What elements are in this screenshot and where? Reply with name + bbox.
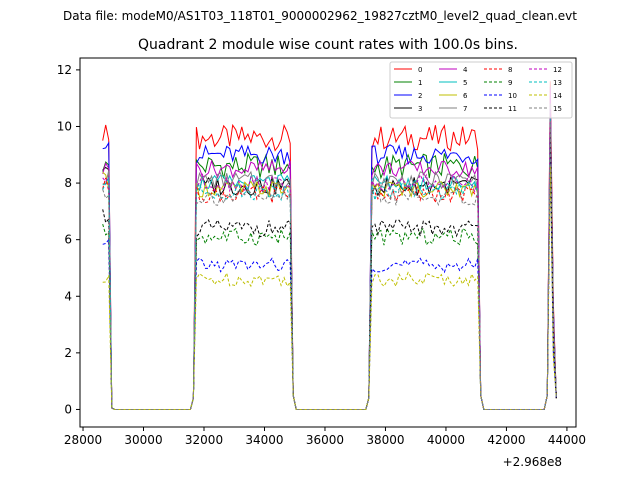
legend-label: 11 [508,105,517,113]
x-tick-label: 30000 [124,433,162,447]
legend-label: 0 [418,66,422,74]
plot-frame [79,57,577,428]
legend-label: 2 [418,92,422,100]
chart-suptitle: Data file: modeM0/AS1T03_118T01_90000029… [63,9,577,23]
y-tick-label: 10 [57,119,72,133]
y-axis: 0 2 4 6 8 10 12 [57,63,80,416]
x-tick-label: 44000 [548,433,586,447]
y-tick-label: 6 [64,233,72,247]
legend-label: 7 [463,105,467,113]
y-tick-label: 12 [57,63,72,77]
legend-box [389,61,573,119]
legend-label: 14 [553,92,562,100]
x-tick-label: 34000 [245,433,283,447]
x-tick-label: 42000 [487,433,525,447]
legend-label: 6 [463,92,468,100]
y-tick-label: 8 [64,176,72,190]
legend-label: 12 [553,66,562,74]
legend-label: 1 [418,79,422,87]
x-tick-label: 32000 [185,433,223,447]
x-offset-label: +2.968e8 [503,455,562,469]
legend-label: 4 [463,66,468,74]
y-tick-label: 4 [64,289,72,303]
x-tick-label: 28000 [64,433,102,447]
series-layer [102,81,557,410]
x-tick-label: 40000 [427,433,465,447]
legend-label: 15 [553,105,562,113]
series-line-15 [102,120,557,410]
legend-label: 9 [508,79,512,87]
legend-label: 13 [553,79,562,87]
y-tick-label: 0 [64,402,72,416]
legend-label: 8 [508,66,512,74]
chart-title: Quadrant 2 module wise count rates with … [138,37,518,53]
x-tick-label: 36000 [306,433,344,447]
legend-label: 3 [418,105,422,113]
x-tick-label: 38000 [366,433,404,447]
legend-label: 10 [508,92,517,100]
x-axis: 28000 30000 32000 34000 36000 38000 40000 42000… [64,427,586,447]
y-tick-label: 2 [64,346,72,360]
legend-label: 5 [463,79,467,87]
